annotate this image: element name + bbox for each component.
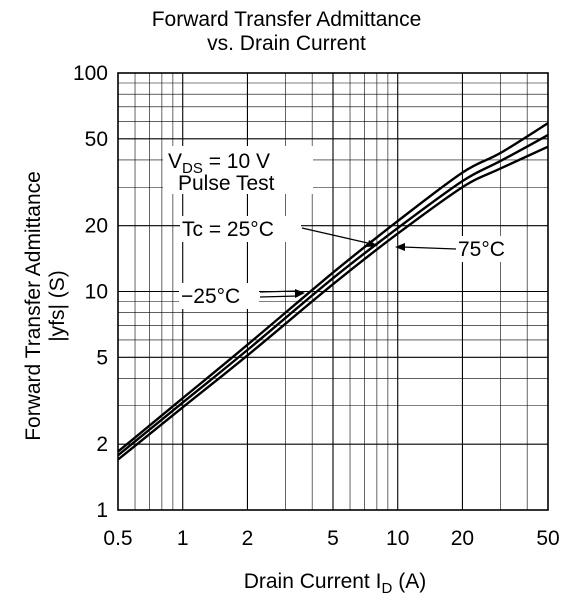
arrow-tc25: [367, 240, 378, 247]
x-axis-label-main: Drain Current I: [244, 570, 382, 593]
x-tick-label: 10: [386, 527, 409, 550]
annotation-mask: [163, 146, 313, 194]
y-tick-label: 10: [85, 281, 108, 304]
tick-labels: 0.5 1 2 5 10 20 50 1 2 5 10 20 50 100: [73, 62, 560, 550]
leader-neg25c-b: [259, 295, 299, 298]
vds-condition-label: VDS = 10 V: [168, 150, 270, 177]
label-tc25: Tc = 25°C: [182, 218, 274, 241]
arrow-75c: [395, 243, 405, 251]
series-line-2: [117, 122, 549, 453]
plot-frame: [117, 72, 549, 511]
leader-tc25: [301, 227, 373, 245]
annotations: VDS = 10 V Pulse Test Tc = 25°C 75°C −25…: [163, 146, 516, 309]
chart-title-line-1: Forward Transfer Admittance: [151, 8, 422, 31]
x-axis-label-unit: (A): [398, 570, 426, 593]
vds-rest: = 10 V: [203, 150, 270, 173]
vds-v: V: [168, 150, 182, 173]
y-axis-label-line-1: Forward Transfer Admittance: [22, 171, 45, 441]
y-tick-label: 20: [85, 215, 108, 238]
arrow-neg25c: [295, 289, 305, 298]
annotation-mask: [179, 283, 259, 309]
y-tick-label: 1: [96, 499, 108, 522]
x-axis-label: Drain Current ID (A): [244, 570, 427, 597]
y-tick-label: 100: [73, 62, 108, 85]
x-axis-label-sub: D: [381, 580, 392, 597]
series-line-1: [117, 145, 549, 461]
vds-sub: DS: [182, 160, 203, 177]
y-tick-label: 2: [96, 433, 108, 456]
x-tick-label: 0.5: [103, 527, 132, 550]
annotation-mask: [456, 236, 516, 262]
y-tick-label: 50: [85, 128, 108, 151]
x-tick-label: 5: [327, 527, 339, 550]
y-axis-label-line-2: |yfs| (S): [46, 270, 69, 342]
label-75c: 75°C: [458, 238, 505, 261]
y-tick-label: 5: [96, 346, 108, 369]
x-tick-label: 2: [242, 527, 254, 550]
x-tick-label: 1: [177, 527, 189, 550]
series-layer: [117, 122, 549, 461]
annotation-mask: [180, 216, 301, 242]
x-tick-label: 20: [451, 527, 474, 550]
x-tick-label: 50: [536, 527, 559, 550]
label-neg25c: −25°C: [181, 285, 240, 308]
leader-75c: [401, 246, 457, 250]
pulse-test-label: Pulse Test: [178, 172, 275, 195]
series-line-0: [117, 134, 549, 457]
leader-neg25c-a: [259, 290, 299, 293]
chart-title-line-2: vs. Drain Current: [207, 32, 366, 55]
